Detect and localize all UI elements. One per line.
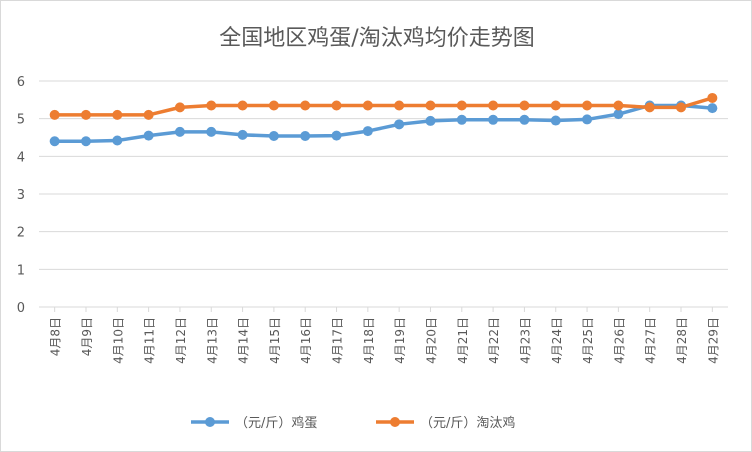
legend-marker — [205, 417, 215, 427]
x-tick-label: 4月25日 — [581, 317, 595, 364]
data-point — [707, 103, 718, 114]
data-point — [707, 92, 718, 103]
series-line — [52, 96, 715, 117]
data-point — [519, 114, 530, 125]
data-point — [268, 100, 279, 111]
data-point — [488, 100, 499, 111]
data-point — [582, 100, 593, 111]
x-tick-label: 4月21日 — [456, 317, 470, 364]
x-tick-label: 4月15日 — [268, 317, 282, 364]
data-point — [237, 100, 248, 111]
x-tick-label: 4月26日 — [612, 317, 626, 364]
x-tick-label: 4月22日 — [487, 317, 501, 364]
legend-item-1: （元/斤）淘汰鸡 — [376, 415, 515, 431]
y-tick-label: 0 — [17, 301, 25, 316]
x-tick-label: 4月20日 — [424, 317, 438, 364]
data-point — [80, 136, 91, 147]
data-point — [112, 135, 123, 146]
y-axis-ticks: 0 1 2 3 4 5 6 — [17, 75, 25, 316]
data-point — [613, 100, 624, 111]
data-point — [394, 119, 405, 130]
x-tick-label: 4月10日 — [111, 317, 125, 364]
data-point — [237, 129, 248, 140]
series-lines — [49, 92, 718, 147]
data-point — [80, 109, 91, 120]
x-tick-label: 4月13日 — [205, 317, 219, 364]
x-tick-label: 4月28日 — [675, 317, 689, 364]
data-point — [394, 100, 405, 111]
data-point — [206, 100, 217, 111]
data-point — [550, 115, 561, 126]
data-point — [143, 109, 154, 120]
data-point — [456, 100, 467, 111]
y-tick-label: 3 — [17, 188, 25, 203]
x-tick-label: 4月27日 — [644, 317, 658, 364]
data-point — [613, 109, 624, 120]
data-point — [456, 114, 467, 125]
data-point — [362, 100, 373, 111]
data-point — [49, 109, 60, 120]
x-tick-label: 4月11日 — [143, 317, 157, 364]
data-point — [331, 100, 342, 111]
data-point — [425, 115, 436, 126]
y-tick-label: 4 — [17, 150, 25, 165]
x-tick-label: 4月16日 — [299, 317, 313, 364]
y-tick-label: 2 — [17, 226, 25, 241]
x-tick-label: 4月8日 — [49, 317, 63, 356]
data-point — [676, 102, 687, 113]
data-point — [112, 109, 123, 120]
data-point — [174, 102, 185, 113]
legend-label: （元/斤）鸡蛋 — [235, 415, 317, 431]
x-tick-label: 4月19日 — [393, 317, 407, 364]
data-point — [300, 100, 311, 111]
data-point — [174, 126, 185, 137]
chart-title: 全国地区鸡蛋/淘汰鸡均价走势图 — [219, 26, 534, 51]
x-tick-label: 4月12日 — [174, 317, 188, 364]
data-point — [331, 130, 342, 141]
x-tick-label: 4月29日 — [706, 317, 720, 364]
data-point — [268, 130, 279, 141]
data-point — [362, 126, 373, 137]
x-tick-label: 4月17日 — [331, 317, 345, 364]
x-tick-label: 4月24日 — [550, 317, 564, 364]
legend-item-0: （元/斤）鸡蛋 — [191, 415, 317, 431]
legend-label: （元/斤）淘汰鸡 — [420, 415, 515, 431]
data-point — [300, 130, 311, 141]
x-tick-label: 4月14日 — [237, 317, 251, 364]
y-tick-label: 1 — [17, 263, 25, 278]
x-axis-ticks: 4月8日 4月9日 4月10日 4月11日 4月12日 4月13日 4月14日 4月15日 4月… — [49, 307, 720, 364]
data-point — [644, 102, 655, 113]
series-0 — [49, 100, 718, 147]
y-tick-label: 5 — [17, 113, 25, 128]
legend: （元/斤）鸡蛋 （元/斤）淘汰鸡 — [191, 415, 515, 431]
data-point — [143, 130, 154, 141]
legend-marker — [390, 417, 400, 427]
data-point — [488, 114, 499, 125]
series-line — [52, 103, 715, 144]
series-1 — [49, 92, 718, 120]
data-point — [206, 126, 217, 137]
x-tick-label: 4月23日 — [518, 317, 532, 364]
x-tick-label: 4月9日 — [80, 317, 94, 356]
x-tick-label: 4月18日 — [362, 317, 376, 364]
data-point — [550, 100, 561, 111]
data-point — [425, 100, 436, 111]
data-point — [582, 114, 593, 125]
gridlines — [39, 80, 728, 308]
data-point — [49, 136, 60, 147]
data-point — [519, 100, 530, 111]
y-tick-label: 6 — [17, 75, 25, 90]
